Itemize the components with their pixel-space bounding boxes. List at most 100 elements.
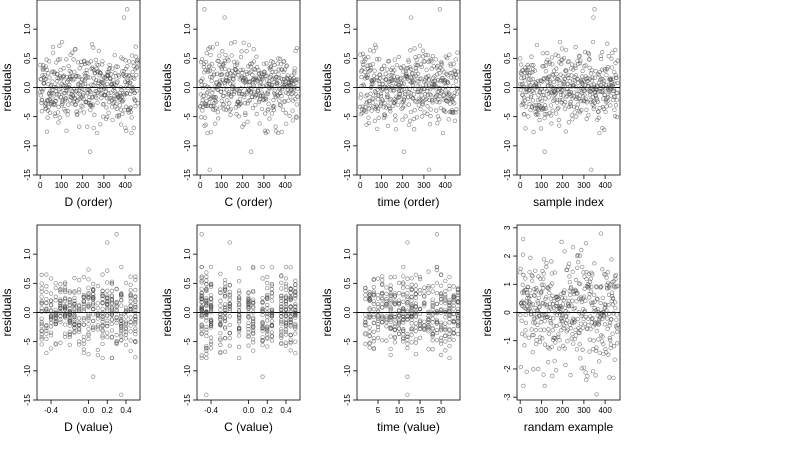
data-point bbox=[292, 69, 297, 74]
data-point bbox=[132, 76, 137, 81]
data-point bbox=[604, 308, 609, 313]
data-point bbox=[133, 307, 138, 312]
y-tick-label: 0.0 bbox=[503, 81, 512, 93]
data-point bbox=[263, 97, 269, 102]
data-point bbox=[360, 104, 365, 109]
data-point bbox=[114, 307, 119, 312]
data-point bbox=[269, 314, 275, 319]
data-point bbox=[453, 57, 458, 62]
data-point bbox=[549, 55, 555, 60]
data-point bbox=[396, 318, 402, 323]
data-point bbox=[614, 317, 619, 322]
data-point bbox=[365, 73, 370, 78]
data-point bbox=[531, 90, 537, 95]
data-point bbox=[405, 308, 410, 313]
data-point bbox=[443, 339, 448, 344]
data-point bbox=[405, 291, 410, 296]
data-point bbox=[86, 331, 91, 336]
data-point bbox=[101, 80, 106, 85]
data-point bbox=[410, 71, 415, 76]
data-point bbox=[579, 108, 584, 113]
data-point bbox=[97, 70, 103, 76]
data-point bbox=[270, 69, 275, 75]
data-point bbox=[109, 328, 115, 333]
data-point bbox=[599, 339, 605, 344]
data-point bbox=[227, 81, 233, 86]
data-point bbox=[213, 99, 219, 104]
data-point bbox=[100, 289, 105, 294]
data-point bbox=[72, 95, 77, 100]
data-point bbox=[537, 117, 542, 123]
data-point bbox=[388, 275, 393, 280]
data-point bbox=[109, 279, 115, 284]
data-point bbox=[48, 333, 54, 338]
data-point bbox=[371, 346, 376, 352]
data-point bbox=[434, 280, 440, 286]
data-point bbox=[412, 108, 417, 113]
data-point bbox=[54, 60, 59, 65]
data-point bbox=[379, 67, 384, 72]
data-point bbox=[251, 59, 257, 64]
data-point bbox=[131, 88, 136, 93]
y-tick-label: 0.5 bbox=[183, 277, 192, 289]
data-point bbox=[417, 43, 423, 48]
data-point bbox=[566, 59, 571, 64]
data-point bbox=[575, 252, 581, 258]
data-point bbox=[577, 281, 583, 287]
data-point bbox=[409, 282, 414, 287]
data-point bbox=[213, 106, 219, 111]
data-point bbox=[199, 115, 204, 120]
data-point bbox=[62, 297, 68, 302]
data-point bbox=[566, 264, 571, 269]
data-point bbox=[203, 59, 209, 65]
data-point bbox=[573, 73, 579, 78]
data-point bbox=[576, 54, 582, 59]
data-point bbox=[260, 342, 265, 348]
data-point bbox=[413, 304, 419, 310]
data-point bbox=[595, 307, 601, 312]
data-point bbox=[552, 97, 557, 102]
data-point bbox=[62, 98, 68, 103]
data-point bbox=[376, 115, 381, 121]
data-point bbox=[279, 286, 284, 291]
x-tick-label: 0.4 bbox=[120, 406, 132, 415]
data-point bbox=[437, 100, 442, 105]
data-point bbox=[390, 103, 396, 108]
data-point bbox=[560, 343, 566, 349]
data-point bbox=[534, 288, 539, 293]
data-point bbox=[227, 304, 232, 309]
data-point bbox=[280, 107, 286, 112]
data-point bbox=[604, 275, 609, 280]
data-point bbox=[218, 337, 223, 343]
data-point bbox=[89, 95, 94, 100]
data-point bbox=[76, 74, 82, 79]
data-point bbox=[402, 103, 407, 108]
data-point bbox=[428, 93, 434, 98]
data-point bbox=[568, 101, 573, 107]
data-point bbox=[375, 296, 381, 301]
data-point bbox=[375, 309, 381, 315]
data-point bbox=[559, 328, 564, 333]
data-point bbox=[204, 278, 209, 283]
data-point bbox=[239, 49, 244, 54]
data-point bbox=[260, 306, 265, 311]
data-point bbox=[367, 296, 372, 301]
data-point bbox=[393, 98, 399, 103]
data-point bbox=[268, 67, 273, 72]
data-point bbox=[223, 78, 229, 83]
data-point bbox=[525, 290, 530, 296]
data-point bbox=[133, 331, 138, 337]
data-point bbox=[547, 290, 552, 296]
data-point bbox=[283, 327, 289, 332]
data-point bbox=[546, 74, 552, 79]
data-point bbox=[105, 298, 110, 304]
data-point bbox=[81, 338, 86, 343]
data-point bbox=[283, 340, 289, 345]
data-point bbox=[443, 109, 448, 114]
data-point bbox=[75, 60, 81, 65]
data-point bbox=[610, 84, 615, 89]
data-point bbox=[375, 301, 381, 307]
data-point bbox=[525, 293, 530, 298]
data-point bbox=[288, 332, 293, 338]
